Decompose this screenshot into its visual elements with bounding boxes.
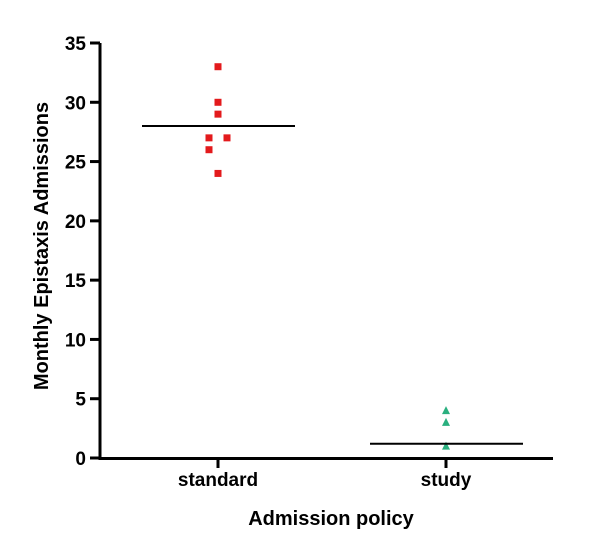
x-axis-ticks: standard study (178, 458, 472, 491)
data-point-study (442, 441, 450, 450)
y-tick-label: 15 (65, 271, 87, 292)
data-point-study (442, 417, 450, 426)
y-tick-label: 30 (65, 93, 86, 114)
data-points (205, 63, 450, 450)
data-point-standard (214, 63, 222, 71)
data-point-standard (214, 98, 222, 106)
data-point-standard (205, 134, 213, 142)
y-tick-label: 10 (65, 330, 86, 351)
x-category-label: standard (178, 470, 258, 491)
mean-lines (142, 125, 523, 445)
y-axis-title: Monthly Epistaxis Admissions (31, 102, 53, 390)
y-tick-label: 20 (65, 212, 86, 233)
data-point-standard (214, 169, 222, 177)
data-point-study (442, 406, 450, 415)
data-point-standard (223, 134, 231, 142)
data-point-standard (214, 110, 222, 118)
y-tick-label: 5 (75, 390, 86, 411)
x-category-label: study (421, 470, 472, 491)
y-tick-label: 0 (75, 449, 86, 470)
y-tick-label: 25 (65, 153, 87, 174)
y-tick-label: 35 (65, 34, 87, 55)
data-point-standard (205, 146, 213, 154)
y-axis-ticks: 0 5 10 15 20 25 30 35 (65, 34, 100, 470)
x-axis-title: Admission policy (248, 508, 414, 530)
